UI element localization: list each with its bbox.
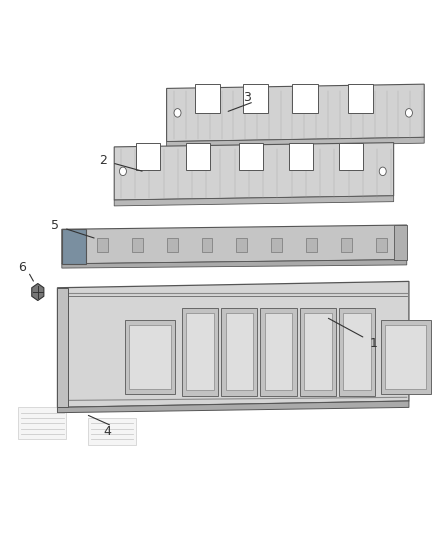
Bar [272, 238, 283, 252]
Bar [292, 84, 318, 114]
Circle shape [379, 167, 386, 175]
Polygon shape [32, 284, 44, 301]
Text: 6: 6 [18, 261, 25, 274]
Polygon shape [62, 260, 407, 268]
Bar [239, 143, 263, 170]
Polygon shape [166, 138, 424, 148]
Polygon shape [57, 288, 68, 407]
Bar [195, 84, 220, 114]
Bar [289, 143, 313, 170]
Polygon shape [62, 229, 86, 264]
Bar [339, 143, 363, 170]
Text: 5: 5 [51, 219, 59, 231]
Bar [88, 418, 136, 445]
Bar [125, 320, 175, 394]
Bar [376, 238, 387, 252]
Polygon shape [57, 401, 409, 413]
Bar [237, 238, 247, 252]
Bar [186, 313, 214, 390]
Polygon shape [114, 143, 394, 200]
Bar [343, 313, 371, 390]
Bar [339, 308, 375, 395]
Polygon shape [62, 225, 407, 264]
Text: 1: 1 [370, 337, 378, 350]
Bar [201, 238, 212, 252]
Polygon shape [57, 281, 409, 407]
Bar [130, 325, 171, 389]
Bar [166, 238, 177, 252]
Text: 2: 2 [99, 154, 107, 167]
Circle shape [406, 109, 413, 117]
Bar [136, 143, 160, 170]
Bar [265, 313, 292, 390]
Bar [385, 325, 426, 389]
Bar [261, 308, 297, 395]
Polygon shape [114, 196, 394, 206]
Bar [306, 238, 317, 252]
Bar [186, 143, 210, 170]
Bar [226, 313, 253, 390]
Bar [381, 320, 431, 394]
Bar [97, 238, 108, 252]
Text: 3: 3 [244, 91, 251, 104]
Bar [341, 238, 352, 252]
Circle shape [174, 109, 181, 117]
Bar [300, 308, 336, 395]
Circle shape [120, 167, 127, 175]
Bar [221, 308, 258, 395]
Polygon shape [166, 84, 424, 142]
Text: 4: 4 [104, 425, 112, 438]
Polygon shape [394, 225, 407, 260]
Bar [304, 313, 332, 390]
Bar [348, 84, 373, 114]
Bar [18, 407, 66, 439]
Bar [132, 238, 143, 252]
Bar [243, 84, 268, 114]
Bar [182, 308, 218, 395]
